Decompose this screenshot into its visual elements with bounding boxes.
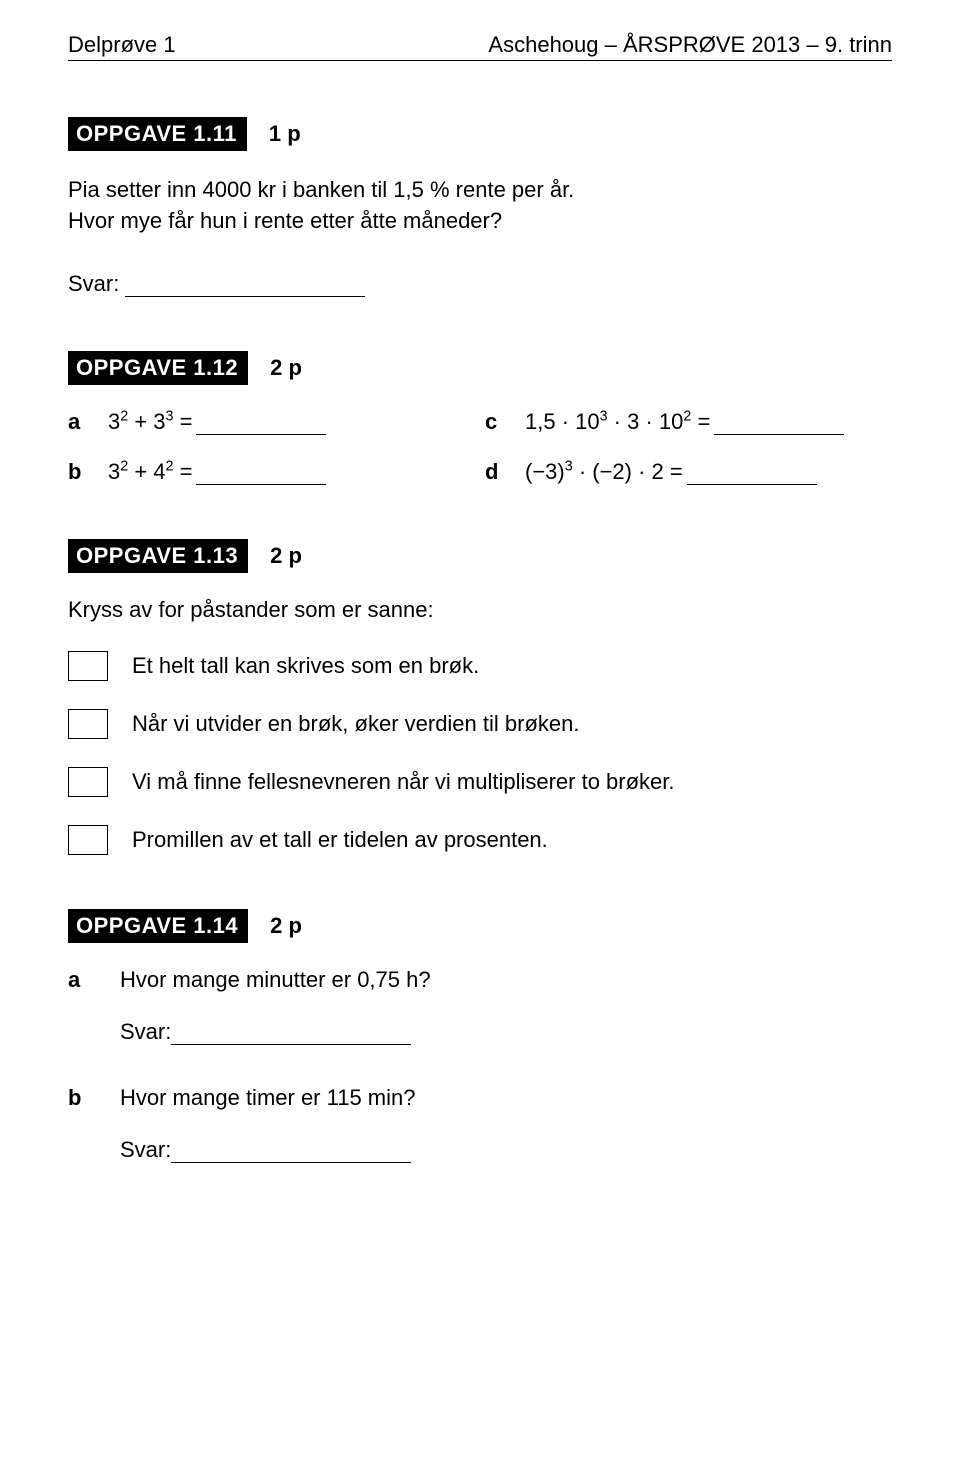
answer-blank[interactable] [171, 1020, 411, 1044]
answer-blank[interactable] [196, 460, 326, 484]
sub-text: Hvor mange timer er 115 min? [120, 1085, 892, 1111]
checkbox-prompt: Kryss av for påstander som er sanne: [68, 597, 892, 623]
checkbox-row: Når vi utvider en brøk, øker verdien til… [68, 709, 892, 739]
expr-b: 32 + 42 = [108, 459, 475, 485]
answer-label: Svar: [120, 1019, 171, 1045]
answer-blank[interactable] [687, 460, 817, 484]
answer-line: Svar: [68, 271, 892, 297]
task-title-row: OPPGAVE 1.14 2 p [68, 909, 892, 943]
task-title-row: OPPGAVE 1.13 2 p [68, 539, 892, 573]
task-text-line: Hvor mye får hun i rente etter åtte måne… [68, 206, 892, 237]
expression-grid: a 32 + 33 = c 1,5 · 103 · 3 · 102 = b 32… [68, 409, 892, 485]
checkbox-label: Promillen av et tall er tidelen av prose… [132, 827, 548, 853]
checkbox-label: Et helt tall kan skrives som en brøk. [132, 653, 479, 679]
answer-blank[interactable] [125, 272, 365, 296]
worksheet-page: Delprøve 1 Aschehoug – ÅRSPRØVE 2013 – 9… [0, 0, 960, 1474]
checkbox-row: Et helt tall kan skrives som en brøk. [68, 651, 892, 681]
answer-blank[interactable] [714, 410, 844, 434]
answer-line: Svar: [120, 1019, 892, 1045]
task-badge: OPPGAVE 1.12 [68, 351, 248, 385]
task-1-14: OPPGAVE 1.14 2 p a Hvor mange minutter e… [68, 909, 892, 1163]
answer-label: Svar: [120, 1137, 171, 1163]
expr-text: 1,5 · 103 · 3 · 102 = [525, 409, 710, 435]
answer-blank[interactable] [196, 410, 326, 434]
row-label-c: c [485, 409, 515, 435]
checkbox-list: Kryss av for påstander som er sanne: Et … [68, 597, 892, 855]
row-label-b: b [68, 459, 98, 485]
expr-text: 32 + 42 = [108, 459, 192, 485]
checkbox[interactable] [68, 709, 108, 739]
checkbox[interactable] [68, 767, 108, 797]
checkbox-row: Vi må finne fellesnevneren når vi multip… [68, 767, 892, 797]
task-badge: OPPGAVE 1.14 [68, 909, 248, 943]
task-1-12: OPPGAVE 1.12 2 p a 32 + 33 = c 1,5 · 103… [68, 351, 892, 485]
expr-d: (−3)3 · (−2) · 2 = [525, 459, 892, 485]
expr-text: 32 + 33 = [108, 409, 192, 435]
checkbox[interactable] [68, 825, 108, 855]
row-label-d: d [485, 459, 515, 485]
checkbox-label: Vi må finne fellesnevneren når vi multip… [132, 769, 675, 795]
task-badge: OPPGAVE 1.13 [68, 539, 248, 573]
sub-question-b: b Hvor mange timer er 115 min? [68, 1085, 892, 1111]
task-1-11: OPPGAVE 1.11 1 p Pia setter inn 4000 kr … [68, 117, 892, 297]
task-text-line: Pia setter inn 4000 kr i banken til 1,5 … [68, 175, 892, 206]
task-points: 2 p [270, 913, 302, 939]
task-title-row: OPPGAVE 1.12 2 p [68, 351, 892, 385]
expr-text: (−3)3 · (−2) · 2 = [525, 459, 683, 485]
header-right: Aschehoug – ÅRSPRØVE 2013 – 9. trinn [488, 32, 892, 58]
checkbox-row: Promillen av et tall er tidelen av prose… [68, 825, 892, 855]
sub-text: Hvor mange minutter er 0,75 h? [120, 967, 892, 993]
answer-line: Svar: [120, 1137, 892, 1163]
task-points: 1 p [269, 121, 301, 147]
answer-blank[interactable] [171, 1138, 411, 1162]
sub-label: a [68, 967, 120, 993]
sub-question-a: a Hvor mange minutter er 0,75 h? [68, 967, 892, 993]
task-points: 2 p [270, 543, 302, 569]
checkbox[interactable] [68, 651, 108, 681]
task-text: Pia setter inn 4000 kr i banken til 1,5 … [68, 175, 892, 237]
task-title-row: OPPGAVE 1.11 1 p [68, 117, 892, 151]
sub-label: b [68, 1085, 120, 1111]
checkbox-label: Når vi utvider en brøk, øker verdien til… [132, 711, 579, 737]
page-header: Delprøve 1 Aschehoug – ÅRSPRØVE 2013 – 9… [68, 32, 892, 61]
task-badge: OPPGAVE 1.11 [68, 117, 247, 151]
task-points: 2 p [270, 355, 302, 381]
answer-label: Svar: [68, 271, 119, 297]
header-left: Delprøve 1 [68, 32, 176, 58]
task-1-13: OPPGAVE 1.13 2 p Kryss av for påstander … [68, 539, 892, 855]
row-label-a: a [68, 409, 98, 435]
expr-a: 32 + 33 = [108, 409, 475, 435]
expr-c: 1,5 · 103 · 3 · 102 = [525, 409, 892, 435]
